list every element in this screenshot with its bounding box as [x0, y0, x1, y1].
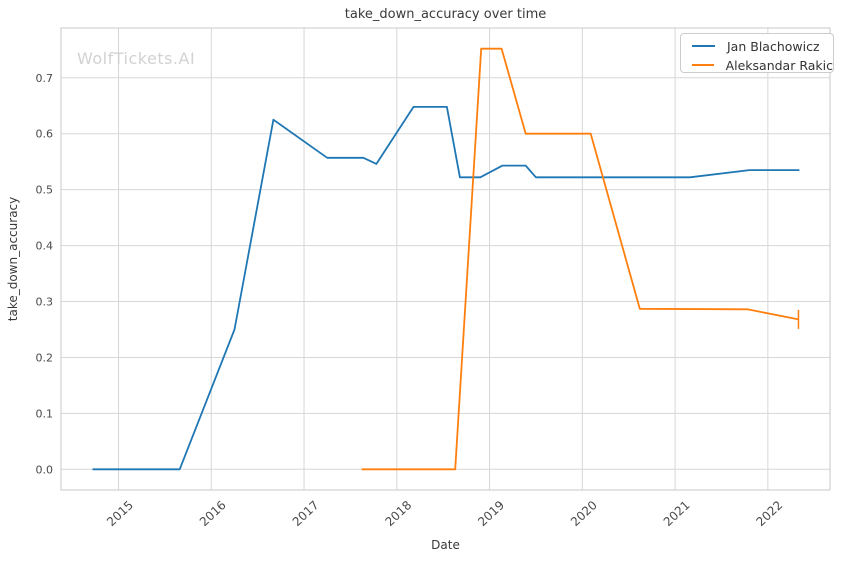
legend: Jan Blachowicz Aleksandar Rakic: [680, 33, 834, 73]
axis-tick-labels: 2015 2016 2017 2018 2019 2020 2021 2022 0.0 0.1 0.…: [36, 72, 786, 529]
x-tick-label: 2017: [290, 498, 322, 529]
data-series-lines: [92, 47, 800, 471]
legend-item-aleksandar-rakic: Aleksandar Rakic: [692, 56, 833, 75]
legend-item-jan-blachowicz: Jan Blachowicz: [692, 37, 833, 56]
y-tick-label: 0.7: [36, 72, 54, 85]
x-tick-label: 2018: [382, 498, 414, 529]
series-line: [92, 106, 800, 471]
y-tick-label: 0.5: [36, 184, 54, 197]
axes-border: [60, 27, 831, 491]
y-tick-label: 0.0: [36, 463, 54, 476]
x-tick-label: 2016: [197, 498, 229, 529]
y-axis-label: take_down_accuracy: [6, 197, 20, 321]
x-tick-label: 2021: [661, 498, 693, 529]
x-tick-label: 2020: [568, 498, 600, 529]
legend-label: Jan Blachowicz: [727, 38, 820, 54]
watermark-text: WolfTickets.AI: [77, 49, 195, 68]
grid-lines: [61, 28, 830, 490]
y-tick-label: 0.6: [36, 128, 54, 141]
y-tick-label: 0.2: [36, 351, 54, 364]
x-tick-label: 2019: [475, 498, 507, 529]
x-tick-label: 2015: [104, 498, 136, 529]
legend-label: Aleksandar Rakic: [725, 57, 833, 73]
y-tick-label: 0.4: [36, 240, 54, 253]
chart-title: take_down_accuracy over time: [345, 7, 546, 22]
x-axis-label: Date: [431, 538, 460, 552]
legend-line-swatch-blue: [692, 45, 715, 47]
legend-line-swatch-orange: [692, 64, 714, 66]
series-line: [361, 47, 799, 471]
y-tick-label: 0.1: [36, 407, 54, 420]
x-tick-label: 2022: [754, 498, 786, 529]
y-tick-label: 0.3: [36, 296, 54, 309]
